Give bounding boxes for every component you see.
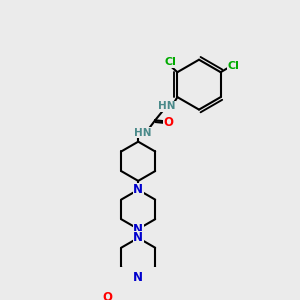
Text: N: N [133,183,143,196]
Text: N: N [133,271,143,284]
Text: Cl: Cl [227,61,239,71]
Text: N: N [133,223,143,236]
Text: O: O [164,116,173,129]
Text: O: O [102,291,112,300]
Text: HN: HN [158,101,175,111]
Text: HN: HN [134,128,152,138]
Text: Cl: Cl [164,57,176,68]
Text: N: N [133,231,143,244]
